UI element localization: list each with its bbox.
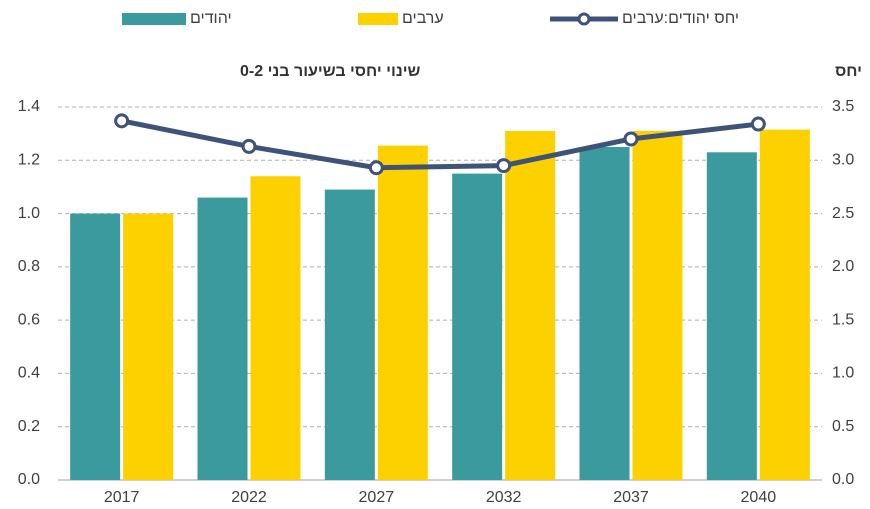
- y2-axis-title: יחס: [835, 63, 862, 80]
- x-tick-label: 2040: [741, 489, 777, 506]
- y-tick-label: 0.8: [18, 258, 40, 275]
- y2-tick-label: 0.0: [832, 471, 854, 488]
- legend-label: יחס יהודים:ערבים: [622, 10, 739, 27]
- y2-tick-label: 3.0: [832, 152, 854, 169]
- bar: [505, 130, 556, 480]
- y2-tick-label: 3.5: [832, 98, 854, 115]
- bar: [70, 213, 121, 481]
- x-tick-label: 2022: [231, 489, 267, 506]
- y-tick-label: 1.2: [18, 152, 40, 169]
- bar: [579, 146, 630, 480]
- bar: [632, 130, 683, 480]
- y-tick-label: 0.0: [18, 471, 40, 488]
- bar: [377, 145, 428, 480]
- line: [121, 118, 759, 171]
- y2-tick-label: 1.5: [832, 311, 854, 328]
- y2-tick-label: 0.5: [832, 418, 854, 435]
- y-tick-label: 0.6: [18, 311, 40, 328]
- line-marker: [241, 138, 257, 154]
- legend-label: ערבים: [402, 10, 444, 27]
- x-tick-label: 2017: [104, 489, 140, 506]
- bar: [197, 197, 248, 481]
- bar: [324, 189, 375, 481]
- line-marker: [496, 158, 512, 174]
- y2-tick-label: 2.5: [832, 205, 854, 222]
- legend-swatch: [577, 12, 591, 26]
- line-marker: [623, 131, 639, 147]
- line-marker: [368, 160, 384, 176]
- y-tick-label: 0.4: [18, 365, 40, 382]
- legend-swatch: [122, 13, 186, 25]
- y2-tick-label: 1.0: [832, 365, 854, 382]
- line-marker: [114, 113, 130, 129]
- y-axis-title: שינוי יחסי בשיעור בני 0-2: [240, 63, 421, 80]
- bar: [250, 176, 301, 480]
- legend-label: יהודים: [190, 10, 232, 27]
- y2-tick-label: 2.0: [832, 258, 854, 275]
- bar: [759, 129, 810, 480]
- x-tick-label: 2032: [486, 489, 522, 506]
- y-tick-label: 0.2: [18, 418, 40, 435]
- bar: [123, 213, 174, 481]
- legend-swatch: [358, 13, 398, 25]
- y-tick-label: 1.0: [18, 205, 40, 222]
- x-tick-label: 2037: [613, 489, 649, 506]
- x-tick-label: 2027: [359, 489, 395, 506]
- y-tick-label: 1.4: [18, 98, 40, 115]
- bar: [452, 173, 503, 480]
- bar: [706, 152, 757, 481]
- line-marker: [750, 116, 766, 132]
